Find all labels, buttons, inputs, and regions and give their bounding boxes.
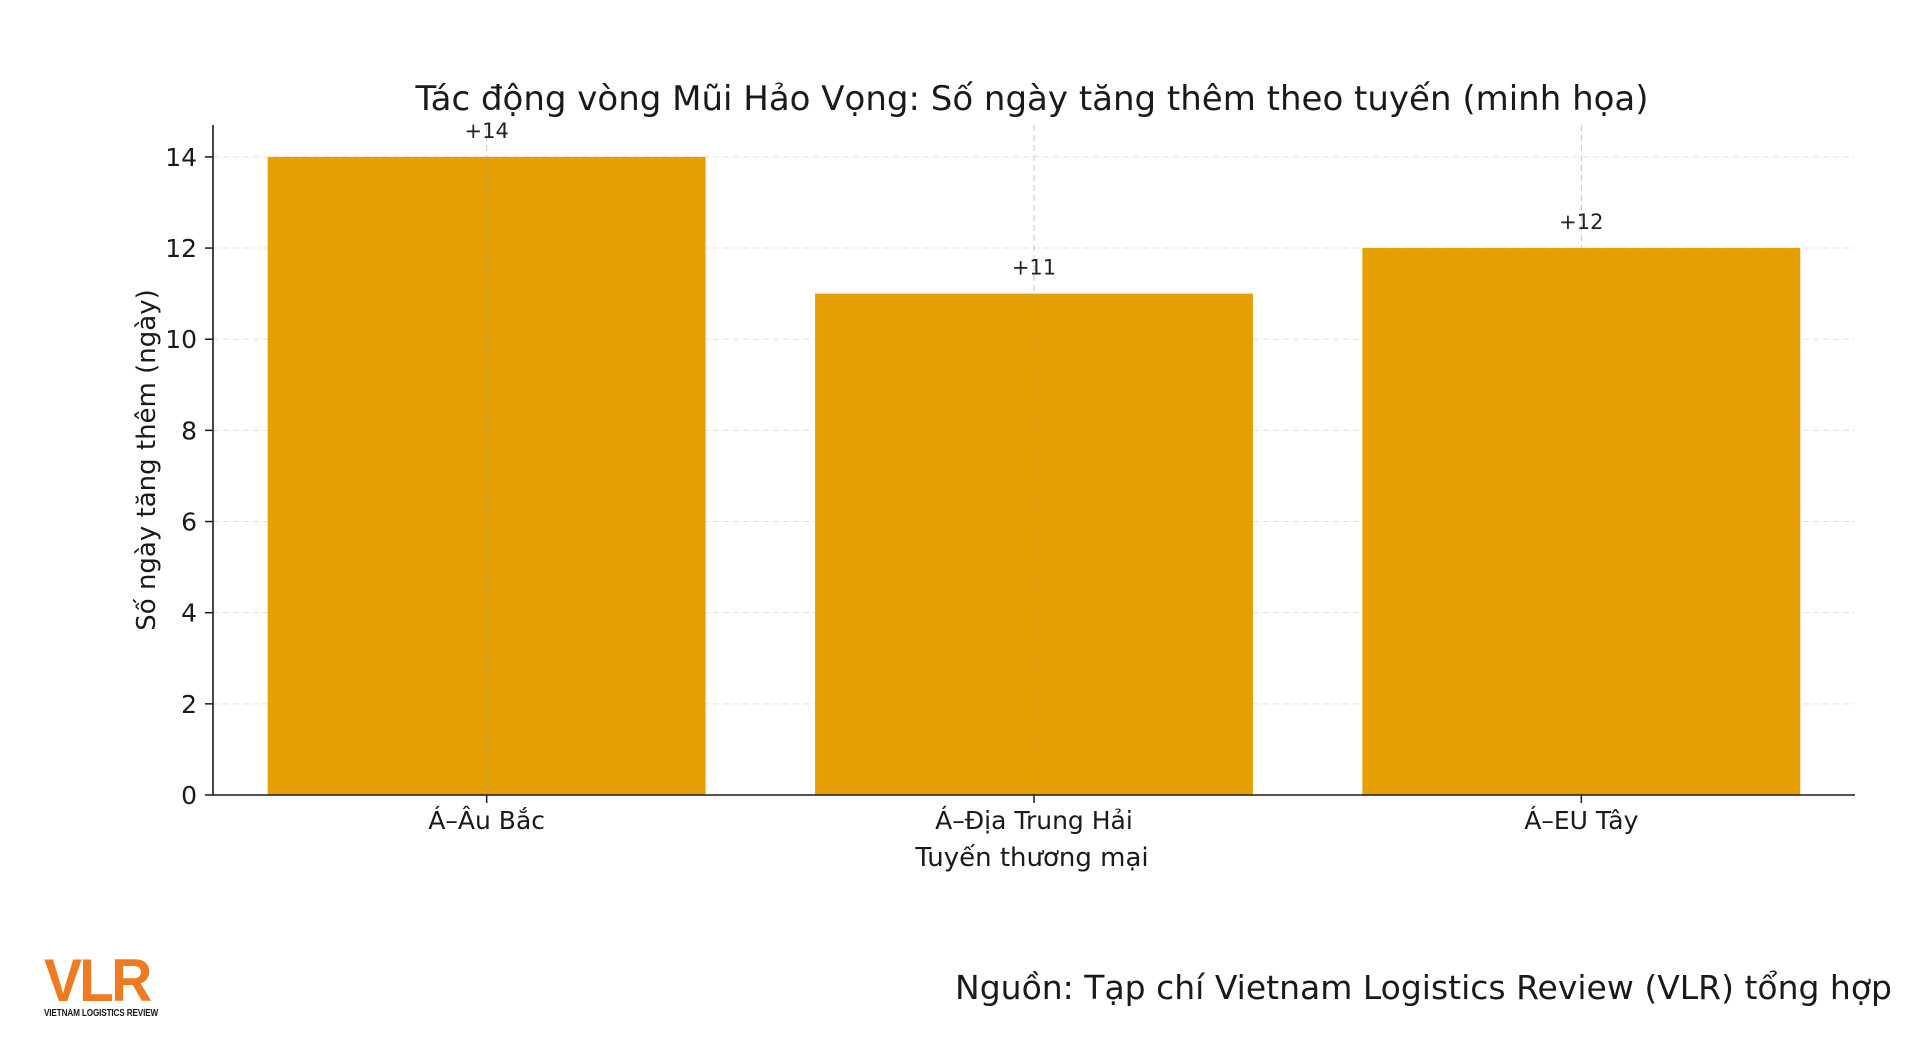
data-label-0: +14 bbox=[465, 119, 509, 143]
vertical-grid-lines bbox=[486, 125, 1582, 795]
y-tick-label-6: 12 bbox=[165, 234, 197, 263]
logo-subtext: VIETNAM LOGISTICS REVIEW bbox=[44, 1007, 159, 1019]
x-tick-label-1: Á–Địa Trung Hải bbox=[935, 806, 1133, 835]
vlr-logo: VLR VIETNAM LOGISTICS REVIEW bbox=[44, 947, 164, 1020]
data-label-2: +12 bbox=[1559, 210, 1603, 234]
x-axis-label: Tuyến thương mại bbox=[914, 843, 1148, 873]
data-labels: +14 +11 +12 bbox=[465, 119, 1604, 280]
y-tick-label-3: 6 bbox=[181, 508, 197, 537]
y-tick-label-2: 4 bbox=[181, 599, 197, 628]
y-tick-label-5: 10 bbox=[165, 325, 197, 354]
data-label-1: +11 bbox=[1012, 256, 1056, 280]
x-tick-label-0: Á–Âu Bắc bbox=[428, 806, 545, 835]
y-tick-label-7: 14 bbox=[165, 143, 197, 172]
source-note: Nguồn: Tạp chí Vietnam Logistics Review … bbox=[955, 968, 1892, 1007]
axes: 0 2 4 6 8 10 12 14 Á–Âu Bắc Á–Địa Trung Hải Á–EU T… bbox=[165, 125, 1855, 835]
y-tick-label-4: 8 bbox=[181, 416, 197, 445]
y-tick-label-0: 0 bbox=[181, 781, 197, 810]
x-tick-label-2: Á–EU Tây bbox=[1524, 806, 1638, 835]
logo-wordmark: VLR bbox=[44, 947, 152, 1014]
y-tick-label-1: 2 bbox=[181, 690, 197, 719]
y-axis-label: Số ngày tăng thêm (ngày) bbox=[132, 289, 162, 630]
chart-title: Tác động vòng Mũi Hảo Vọng: Số ngày tăng… bbox=[414, 79, 1648, 119]
